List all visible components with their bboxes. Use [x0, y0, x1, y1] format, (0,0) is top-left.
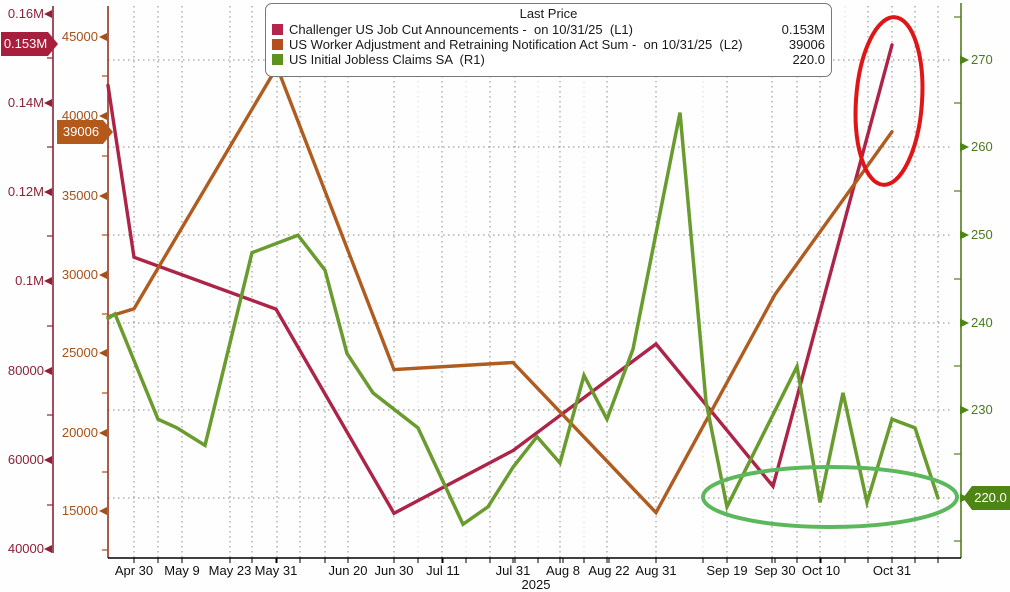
- axis-tick-arrow-icon: [960, 405, 969, 415]
- legend-row-challenger[interactable]: Challenger US Job Cut Announcements - on…: [272, 22, 825, 37]
- legend-value: 39006: [788, 37, 825, 52]
- x-axis-tick-label: Aug 22: [588, 563, 630, 578]
- axis-tick-arrow-icon: [960, 142, 969, 152]
- x-axis-tick-label: May 31: [254, 563, 298, 578]
- l2-axis-tick-label: 15000: [61, 503, 98, 518]
- last-price-badge-challenger: 0.153M: [1, 32, 58, 56]
- axis-tick-arrow-icon: [99, 349, 107, 357]
- legend-label: US Initial Jobless Claims SA (R1): [289, 52, 485, 67]
- highlight-challenger-spike: [853, 15, 925, 187]
- r1-axis-tick-label: 270: [971, 52, 993, 67]
- axis-tick-arrow-icon: [44, 188, 52, 196]
- axis-tick-arrow-icon: [99, 192, 107, 200]
- legend-label: Challenger US Job Cut Announcements - on…: [289, 22, 633, 37]
- l1-axis-tick-label: 0.1M: [15, 273, 44, 288]
- x-axis-tick-label: Aug 31: [635, 563, 677, 578]
- axis-tick-arrow-icon: [44, 545, 52, 553]
- axis-tick-arrow-icon: [99, 507, 107, 515]
- x-axis-year-label: 2025: [521, 577, 551, 592]
- x-axis-tick-label: Apr 30: [114, 563, 154, 578]
- warn-series-swatch-icon: [272, 39, 283, 50]
- x-axis-tick-label: May 9: [164, 563, 200, 578]
- x-axis-tick-label: Oct 10: [801, 563, 841, 578]
- x-axis-tick-label: Jul 11: [426, 563, 460, 578]
- x-axis-tick-label: Sep 19: [706, 563, 748, 578]
- legend-title: Last Price: [519, 6, 578, 21]
- legend-row-warn[interactable]: US Worker Adjustment and Retraining Noti…: [272, 37, 825, 52]
- r1-axis-tick-label: 240: [971, 315, 993, 330]
- l2-axis-tick-label: 20000: [61, 425, 98, 440]
- l1-axis-tick-label: 0.16M: [7, 6, 44, 21]
- l2-axis-tick-label: 25000: [61, 345, 98, 360]
- r1-axis-tick-label: 260: [971, 139, 993, 154]
- x-axis-tick-label: Jul 31: [495, 563, 531, 578]
- axis-tick-arrow-icon: [960, 318, 969, 328]
- x-axis-tick-label: Jun 20: [328, 563, 368, 578]
- axis-tick-arrow-icon: [99, 429, 107, 437]
- axis-tick-arrow-icon: [44, 277, 52, 285]
- r1-axis-tick-label: 230: [971, 402, 993, 417]
- last-price-badge-warn: 39006: [57, 120, 113, 144]
- l2-axis-tick-label: 35000: [61, 188, 98, 203]
- l1-axis-tick-label: 0.12M: [7, 184, 44, 199]
- legend-value: 0.153M: [781, 22, 825, 37]
- challenger-series-swatch-icon: [272, 24, 283, 35]
- axis-tick-arrow-icon: [44, 456, 52, 464]
- l1-axis-tick-label: 0.14M: [7, 95, 44, 110]
- l2-axis-tick-label: 40000: [61, 108, 98, 123]
- axis-tick-arrow-icon: [960, 55, 969, 65]
- axis-tick-arrow-icon: [960, 230, 969, 240]
- axis-tick-arrow-icon: [99, 271, 107, 279]
- legend-label: US Worker Adjustment and Retraining Noti…: [289, 37, 743, 52]
- highlight-claims-220-level: [701, 465, 959, 529]
- x-axis-tick-label: Jun 30: [374, 563, 414, 578]
- axis-tick-arrow-icon: [99, 112, 107, 120]
- l1-axis-tick-label: 40000: [7, 541, 44, 556]
- l1-axis-tick-label: 80000: [7, 363, 44, 378]
- l2-axis-tick-label: 45000: [61, 29, 98, 44]
- x-axis-tick-label: Sep 30: [754, 563, 796, 578]
- legend-value: 220.0: [792, 52, 825, 67]
- chart-legend: Last Price Challenger US Job Cut Announc…: [265, 3, 832, 77]
- series-line-r1: [106, 112, 940, 527]
- series-line-l2: [106, 63, 894, 516]
- x-axis-tick-label: Aug 8: [546, 563, 580, 578]
- series-line-l1: [106, 43, 894, 516]
- axis-tick-arrow-icon: [44, 10, 52, 18]
- axis-tick-arrow-icon: [44, 99, 52, 107]
- axis-tick-arrow-icon: [44, 367, 52, 375]
- x-axis-tick-label: May 23: [208, 563, 252, 578]
- r1-axis-tick-label: 250: [971, 227, 993, 242]
- claims-series-swatch-icon: [272, 54, 283, 65]
- l2-axis-tick-label: 30000: [61, 267, 98, 282]
- l1-axis-tick-label: 60000: [7, 452, 44, 467]
- x-axis-tick-label: Oct 31: [872, 563, 912, 578]
- last-price-badge-claims: 220.0: [963, 486, 1010, 510]
- axis-tick-arrow-icon: [99, 33, 107, 41]
- legend-row-claims[interactable]: US Initial Jobless Claims SA (R1) 220.0: [272, 52, 825, 67]
